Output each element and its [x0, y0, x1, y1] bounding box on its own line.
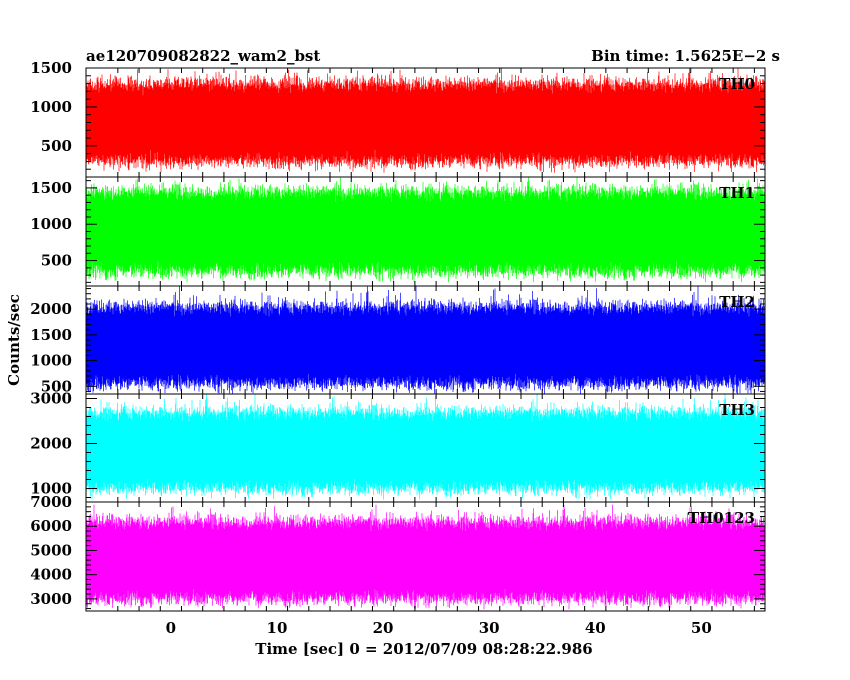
- series-label: TH0123: [688, 509, 755, 527]
- y-tick-label: 4000: [30, 566, 72, 584]
- panel-th2: 500 1000 1500 2000 TH2: [30, 285, 766, 395]
- series-label: TH3: [719, 401, 755, 419]
- y-tick-label: 6000: [30, 517, 72, 535]
- series-line-th2: [85, 286, 766, 394]
- series-label: TH1: [719, 184, 755, 202]
- series-label: TH0: [719, 75, 755, 93]
- x-tick-label: 20: [373, 619, 394, 637]
- y-tick-label: 1000: [30, 480, 72, 498]
- y-tick-label: 1000: [30, 215, 72, 233]
- panel-th0: 500 1000 1500 TH0: [30, 59, 766, 178]
- series-label: TH2: [719, 293, 755, 311]
- x-tick-label: 10: [267, 619, 288, 637]
- series-line-th1: [85, 177, 766, 283]
- y-tick-label: 1500: [30, 179, 72, 197]
- y-tick-label: 500: [41, 252, 72, 270]
- bin-time-label: Bin time: 1.5625E−2 s: [591, 47, 780, 65]
- y-tick-label: 1000: [30, 352, 72, 370]
- panel-frame: [85, 501, 766, 612]
- x-tick-label: 40: [585, 619, 606, 637]
- y-tick-label: 2000: [30, 300, 72, 318]
- x-tick-label: 0: [166, 619, 176, 637]
- y-tick-label: 2000: [30, 435, 72, 453]
- y-axis-label: Counts/sec: [5, 294, 23, 386]
- y-tick-label: 1500: [30, 59, 72, 77]
- y-tick-label: 7000: [30, 493, 72, 511]
- x-axis-label: Time [sec] 0 = 2012/07/09 08:28:22.986: [255, 640, 592, 658]
- series-line-th0123: [85, 504, 766, 610]
- series-line-th3: [85, 394, 766, 500]
- y-tick-label: 3000: [30, 390, 72, 408]
- panel-th3: 1000 2000 3000 TH3: [30, 390, 766, 503]
- y-tick-label: 1500: [30, 326, 72, 344]
- series-line-th0: [85, 68, 766, 173]
- y-tick-label: 5000: [30, 541, 72, 559]
- panel-th0123: 3000 4000 5000 6000 7000 TH0123: [30, 493, 766, 612]
- x-tick-label: 30: [479, 619, 500, 637]
- x-tick-label: 50: [691, 619, 712, 637]
- y-tick-label: 3000: [30, 590, 72, 608]
- y-tick-label: 1000: [30, 98, 72, 116]
- panel-th1: 500 1000 1500 TH1: [30, 176, 766, 287]
- chart-title: ae120709082822_wam2_bst: [86, 47, 320, 65]
- y-tick-label: 500: [41, 377, 72, 395]
- y-tick-label: 500: [41, 137, 72, 155]
